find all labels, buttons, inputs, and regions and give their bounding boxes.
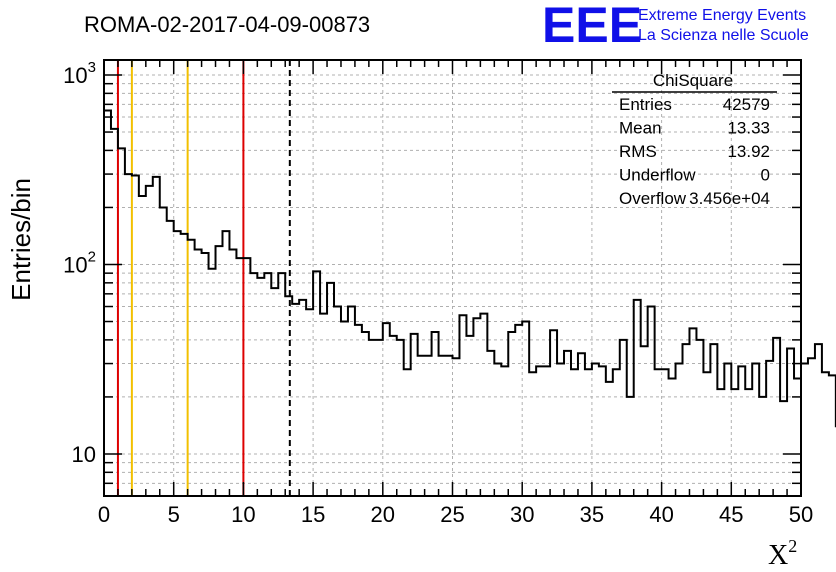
stats-row-value: 13.92	[727, 142, 770, 161]
stats-row-label: RMS	[619, 142, 657, 161]
x-tick-label: 40	[649, 502, 673, 527]
y-axis-label: Entries/bin	[6, 178, 36, 301]
stats-box-title: ChiSquare	[653, 71, 733, 90]
axis-ticks	[103, 60, 802, 496]
y-tick-label-base: 10	[72, 442, 96, 467]
x-tick-label: 10	[231, 502, 255, 527]
y-tick-label-base: 10	[63, 63, 87, 88]
grid	[104, 60, 801, 496]
x-axis-label-base: X	[768, 540, 788, 571]
y-tick-label: 10	[72, 442, 96, 467]
logo-line-2: La Scienza nelle Scuole	[638, 27, 809, 44]
logo-mark: EEE	[542, 0, 642, 53]
y-tick-label: 103	[63, 59, 96, 88]
x-tick-label: 50	[789, 502, 813, 527]
y-tick-label: 102	[63, 248, 96, 277]
x-tick-label: 15	[301, 502, 325, 527]
y-tick-label-exponent: 3	[88, 59, 96, 76]
logo-line-1: Extreme Energy Events	[638, 7, 806, 24]
stats-row-label: Entries	[619, 95, 672, 114]
chart-title: ROMA-02-2017-04-09-00873	[84, 12, 370, 37]
x-tick-label: 0	[98, 502, 110, 527]
stats-row-value: 13.33	[727, 119, 770, 138]
x-tick-label: 25	[440, 502, 464, 527]
x-axis-label-superscript: 2	[788, 536, 797, 556]
histogram-line	[103, 109, 836, 496]
x-axis-label: X2	[768, 536, 797, 571]
y-tick-label-base: 10	[63, 252, 87, 277]
x-tick-label: 30	[510, 502, 534, 527]
stats-rows: Entries 42579 Mean 13.33 RMS 13.92 Underflow 0 O…	[619, 95, 770, 208]
stats-row-value: 42579	[723, 95, 770, 114]
stats-row-label: Underflow	[619, 166, 696, 185]
stats-row-value: 3.456e+04	[689, 189, 770, 208]
x-tick-labels: 0 5 10 15 20 25 30 35 40 45 50	[98, 502, 813, 527]
stats-box: ChiSquare Entries 42579 Mean 13.33 RMS 13.92 U…	[612, 71, 777, 208]
x-tick-label: 45	[719, 502, 743, 527]
y-tick-label-exponent: 2	[88, 248, 96, 265]
stats-row-label: Mean	[619, 119, 662, 138]
stats-row-label: Overflow	[619, 189, 687, 208]
reference-lines	[116, 60, 291, 496]
x-tick-label: 35	[580, 502, 604, 527]
eee-logo: EEE Extreme Energy Events La Scienza nel…	[542, 0, 809, 53]
x-tick-label: 5	[168, 502, 180, 527]
stats-row-value: 0	[761, 166, 770, 185]
x-tick-label: 20	[371, 502, 395, 527]
